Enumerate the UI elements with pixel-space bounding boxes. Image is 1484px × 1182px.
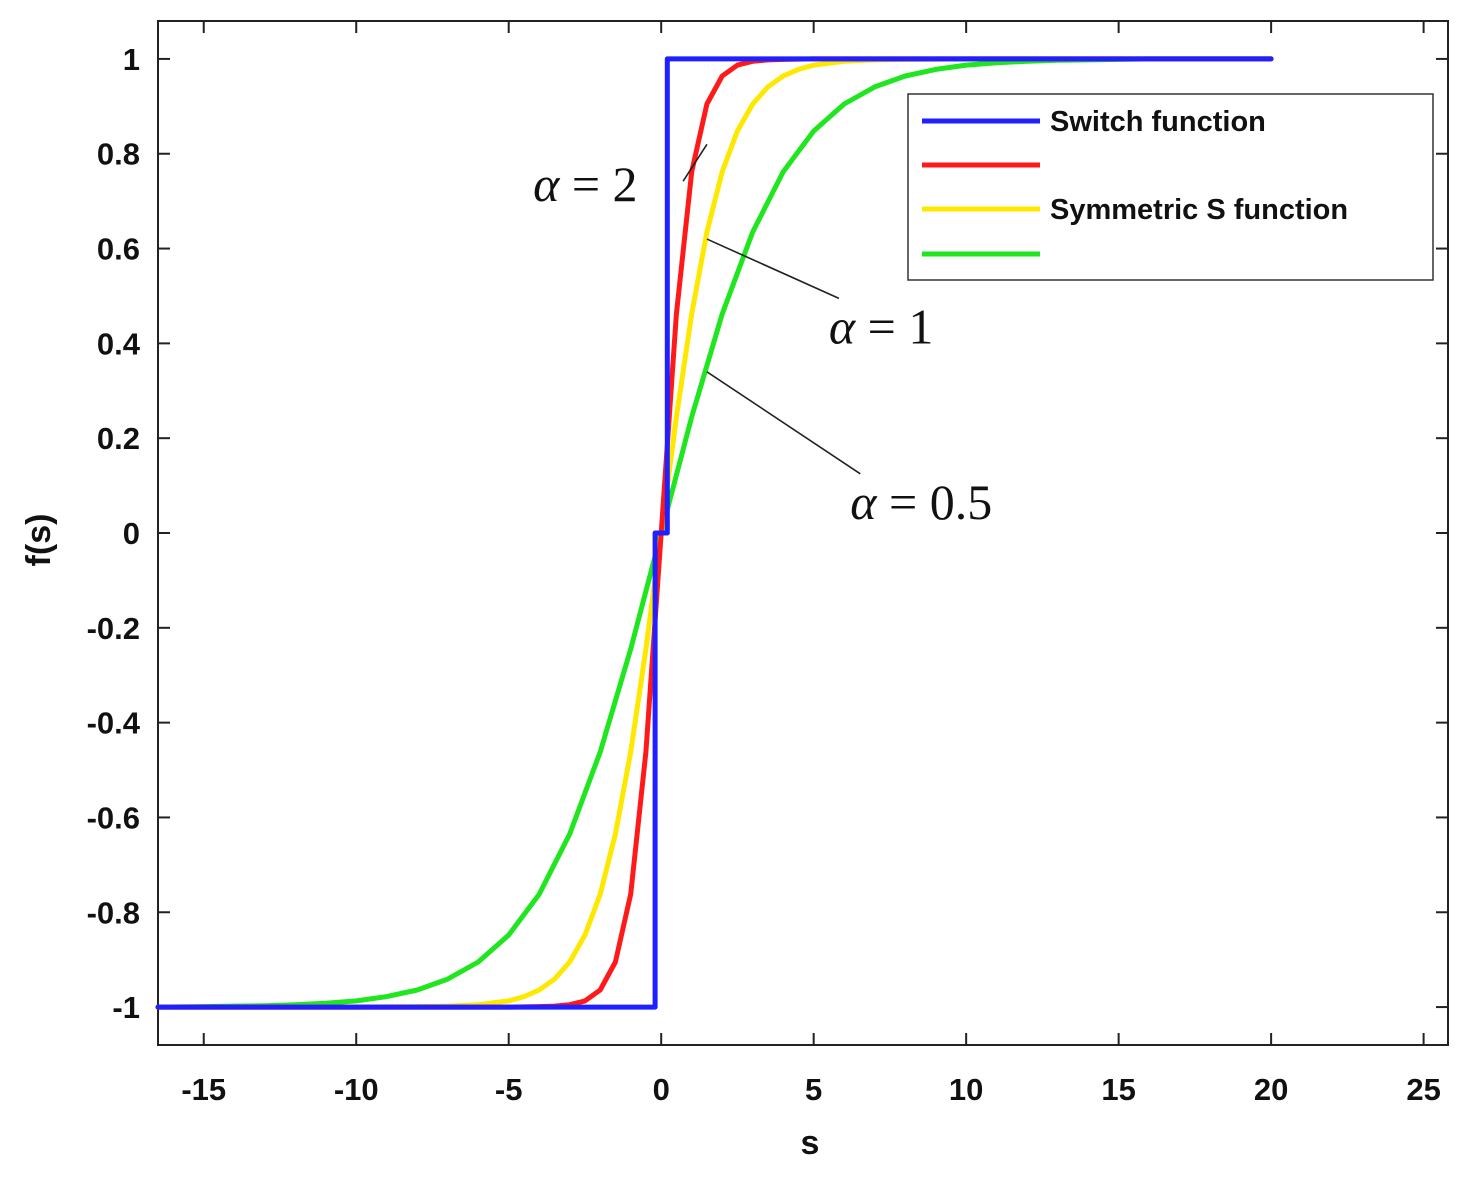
x-tick-label: 20 <box>1254 1072 1288 1107</box>
y-tick-label: -0.4 <box>87 706 141 741</box>
y-tick-label: 0.8 <box>97 137 140 172</box>
x-tick-label: -10 <box>334 1072 379 1107</box>
x-tick-label: 0 <box>653 1072 670 1107</box>
x-tick-label: 5 <box>805 1072 822 1107</box>
y-tick-labels: 1 0.8 0.6 0.4 0.2 0 -0.2 -0.4 -0.6 -0.8 -1 <box>87 42 141 1025</box>
annotation-leader <box>706 238 840 300</box>
y-tick-label: 0.4 <box>97 326 141 361</box>
legend-label: Symmetric S function <box>1050 194 1348 226</box>
x-tick-label: -15 <box>181 1072 226 1107</box>
y-tick-label: -0.2 <box>87 611 140 646</box>
x-axis-label: s <box>801 1124 820 1162</box>
y-axis-label: f(s) <box>20 514 58 567</box>
y-tick-label: -0.6 <box>87 800 140 835</box>
y-tick-label: 0 <box>123 516 140 551</box>
annotation-leader <box>706 371 861 475</box>
series-line <box>155 56 1274 1010</box>
legend: Switch function Symmetric S function <box>907 93 1434 281</box>
x-tick-label: 10 <box>949 1072 983 1107</box>
y-tick-label: 0.2 <box>97 421 140 456</box>
legend-items: Switch function Symmetric S function <box>922 106 1348 257</box>
x-tick-label: 25 <box>1406 1072 1440 1107</box>
y-tick-label: 0.6 <box>97 232 140 267</box>
x-tick-label: 15 <box>1101 1072 1135 1107</box>
legend-box <box>907 93 1434 281</box>
y-tick-label: -0.8 <box>87 895 140 930</box>
annotations: α = 2 α = 1 α = 0.5 <box>533 143 992 530</box>
annotation-leader <box>682 143 708 182</box>
x-tick-labels: -15 -10 -5 0 5 10 15 20 25 <box>181 1072 1441 1107</box>
y-tick-label: 1 <box>123 42 140 77</box>
tick-marks <box>158 21 1448 1045</box>
x-tick-label: -5 <box>495 1072 523 1107</box>
annotation-label: α = 0.5 <box>850 474 992 530</box>
y-tick-label: -1 <box>112 990 140 1025</box>
annotation-label: α = 2 <box>533 156 637 212</box>
annotation-label: α = 1 <box>829 298 933 354</box>
series-lines <box>155 56 1274 1010</box>
legend-label: Switch function <box>1050 106 1266 138</box>
